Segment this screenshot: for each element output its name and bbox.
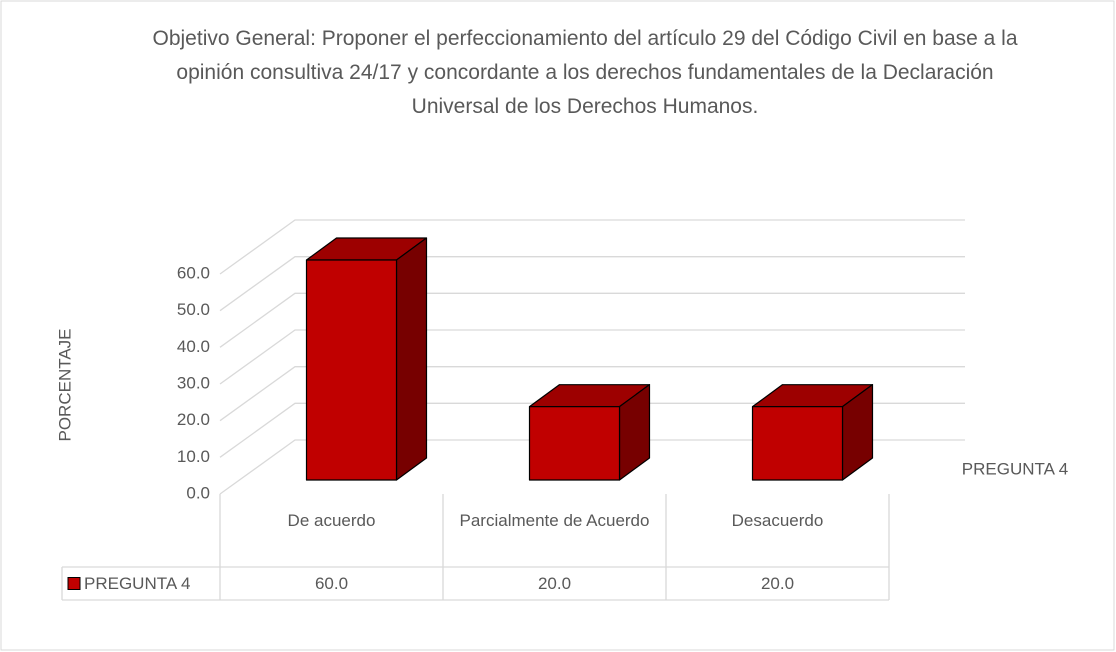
bar <box>305 259 398 481</box>
legend-label: PREGUNTA 4 <box>84 574 190 593</box>
y-tick-label: 0.0 <box>186 483 210 502</box>
category-label: Parcialmente de Acuerdo <box>459 511 650 530</box>
grid-line <box>219 366 965 422</box>
legend-swatch <box>67 577 81 590</box>
grid-line <box>219 256 965 312</box>
grid-line <box>219 292 965 348</box>
grid-line <box>219 402 965 458</box>
grid-line <box>219 439 965 495</box>
category-label: De acuerdo <box>287 511 376 530</box>
grid-line <box>219 329 965 385</box>
bar <box>751 406 844 481</box>
y-axis-label: PORCENTAJE <box>55 328 74 441</box>
category-label: Desacuerdo <box>731 511 824 530</box>
data-table-value: 20.0 <box>538 574 571 593</box>
data-table-value: 20.0 <box>761 574 794 593</box>
y-tick-label: 60.0 <box>177 263 210 282</box>
y-tick-label: 30.0 <box>177 373 210 392</box>
grid-line <box>219 219 965 275</box>
data-table-value: 60.0 <box>315 574 348 593</box>
series-axis-label: PREGUNTA 4 <box>962 459 1068 478</box>
y-tick-label: 50.0 <box>177 300 210 319</box>
y-tick-label: 10.0 <box>177 447 210 466</box>
bar-side <box>395 237 428 481</box>
bar <box>528 406 621 481</box>
y-tick-label: 20.0 <box>177 410 210 429</box>
chart-title: Objetivo General: Proponer el perfeccion… <box>152 27 1018 118</box>
y-tick-label: 40.0 <box>177 337 210 356</box>
